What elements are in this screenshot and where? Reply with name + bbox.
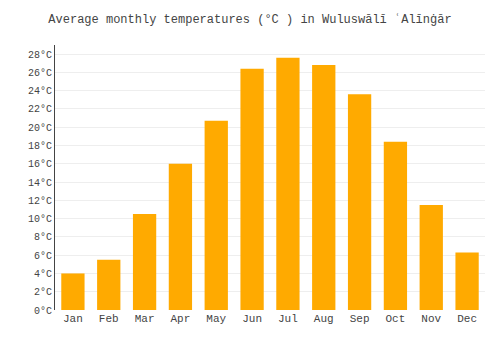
svg-text:Apr: Apr (171, 313, 191, 325)
svg-text:10°C: 10°C (28, 214, 52, 225)
svg-text:14°C: 14°C (28, 178, 52, 189)
svg-text:Sep: Sep (350, 313, 370, 325)
svg-text:Average monthly temperatures (: Average monthly temperatures (°C ) in Wu… (48, 13, 451, 27)
svg-text:26°C: 26°C (28, 68, 52, 79)
svg-text:28°C: 28°C (28, 50, 52, 61)
svg-text:16°C: 16°C (28, 159, 52, 170)
svg-text:8°C: 8°C (34, 232, 52, 243)
svg-text:2°C: 2°C (34, 287, 52, 298)
svg-text:24°C: 24°C (28, 86, 52, 97)
svg-text:Jan: Jan (63, 313, 83, 325)
svg-text:Aug: Aug (314, 313, 334, 325)
svg-text:Nov: Nov (421, 313, 441, 325)
svg-text:6°C: 6°C (34, 251, 52, 262)
svg-text:4°C: 4°C (34, 269, 52, 280)
svg-text:Mar: Mar (135, 313, 155, 325)
svg-text:20°C: 20°C (28, 123, 52, 134)
svg-text:Jul: Jul (278, 313, 298, 325)
svg-text:May: May (206, 313, 226, 325)
svg-text:Dec: Dec (457, 313, 477, 325)
svg-text:22°C: 22°C (28, 104, 52, 115)
svg-text:18°C: 18°C (28, 141, 52, 152)
svg-text:Oct: Oct (386, 313, 406, 325)
svg-text:Jun: Jun (242, 313, 262, 325)
svg-text:Feb: Feb (99, 313, 119, 325)
svg-text:12°C: 12°C (28, 196, 52, 207)
svg-text:0°C: 0°C (34, 306, 52, 317)
